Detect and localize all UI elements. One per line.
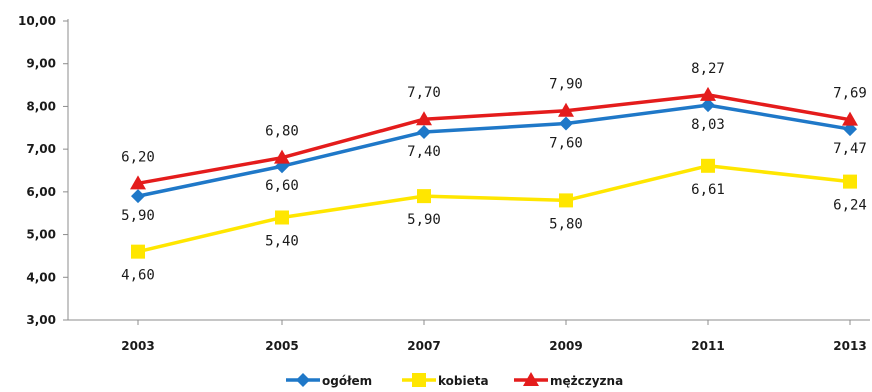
data-point (700, 86, 716, 101)
y-tick-label: 4,00 (26, 270, 56, 284)
series-2 (130, 86, 858, 190)
data-point (274, 149, 290, 164)
legend-label: mężczyzna (550, 374, 623, 388)
data-label: 4,60 (121, 268, 155, 284)
data-point (416, 111, 432, 126)
series-line (137, 164, 851, 254)
data-point (131, 189, 145, 204)
data-label: 8,03 (691, 117, 725, 133)
x-tick-label: 2011 (691, 339, 724, 353)
data-point (558, 102, 574, 117)
axes: 3,00 4,00 5,00 6,00 7,00 8,00 9,00 10,00 2003 200… (18, 14, 870, 353)
data-point (701, 98, 715, 113)
y-tick-label: 7,00 (26, 142, 56, 156)
data-label: 7,90 (549, 77, 583, 93)
data-label: 6,80 (265, 124, 299, 140)
series-1 (131, 158, 857, 259)
data-point (130, 175, 146, 190)
data-label: 6,60 (265, 178, 299, 194)
legend-marker (296, 373, 310, 387)
y-tick-label: 10,00 (18, 14, 56, 28)
data-label: 6,61 (691, 182, 725, 198)
series-layer (130, 86, 858, 259)
legend-marker (412, 373, 426, 387)
data-label: 5,80 (549, 216, 583, 232)
legend-item: ogółem (286, 373, 372, 388)
data-label: 7,47 (833, 141, 867, 157)
data-point (275, 210, 289, 225)
data-point (701, 158, 715, 173)
data-label: 7,69 (833, 86, 867, 102)
data-label: 7,60 (549, 136, 583, 152)
data-label: 6,24 (833, 198, 867, 214)
y-tick-label: 6,00 (26, 185, 56, 199)
legend-label: ogółem (322, 374, 372, 388)
y-tick-label: 5,00 (26, 228, 56, 242)
data-point (131, 244, 145, 259)
series-line (137, 103, 851, 198)
x-tick-label: 2005 (265, 339, 298, 353)
data-labels: 5,90 6,60 7,40 7,60 8,03 7,47 4,60 5,40 5,90 5,80… (121, 61, 867, 284)
legend-item: kobieta (402, 373, 489, 388)
data-point (559, 116, 573, 131)
data-point (842, 111, 858, 126)
data-label: 5,90 (121, 208, 155, 224)
x-tick-label: 2013 (833, 339, 866, 353)
data-label: 7,40 (407, 144, 441, 160)
data-point (417, 189, 431, 204)
data-label: 8,27 (691, 61, 725, 77)
data-label: 5,90 (407, 212, 441, 228)
y-tick-label: 8,00 (26, 99, 56, 113)
data-label: 7,70 (407, 85, 441, 101)
series-line (137, 93, 851, 186)
data-point (417, 125, 431, 140)
legend-label: kobieta (438, 374, 489, 388)
data-label: 6,20 (121, 149, 155, 165)
x-tick-label: 2007 (407, 339, 440, 353)
legend-marker (523, 372, 539, 386)
x-tick-label: 2003 (121, 339, 154, 353)
data-label: 5,40 (265, 233, 299, 249)
x-tick-label: 2009 (549, 339, 582, 353)
y-tick-label: 3,00 (26, 313, 56, 327)
legend: ogółem kobieta mężczyzna (286, 372, 623, 388)
data-point (559, 193, 573, 208)
legend-item: mężczyzna (514, 372, 623, 388)
data-point (843, 174, 857, 189)
y-tick-label: 9,00 (26, 57, 56, 71)
